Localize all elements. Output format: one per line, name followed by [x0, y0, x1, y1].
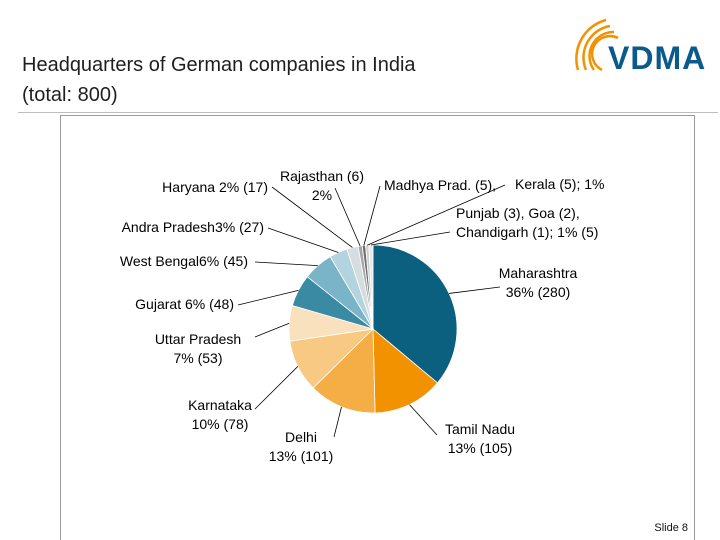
slice-label-punjab-goa-chandigarh: Punjab (3), Goa (2), Chandigarh (1); 1% (…	[456, 205, 598, 240]
leader-line-west-bengal	[254, 261, 318, 267]
leader-line-andra-pradesh	[267, 227, 339, 253]
leader-line-rajasthan	[334, 187, 361, 247]
leader-lines	[237, 184, 506, 438]
leader-line-karnataka	[254, 366, 299, 410]
slice-label-karnataka: Karnataka 10% (78)	[188, 397, 252, 432]
slice-label-line: Uttar Pradesh	[155, 331, 241, 347]
pie-slice-delhi	[312, 328, 376, 414]
pie-slice-maharashtra	[372, 244, 458, 384]
slice-label-line: 7% (53)	[173, 350, 222, 366]
slice-label-madhya-prad: Madhya Prad. (5),	[384, 177, 496, 193]
slice-label-line: Tamil Nadu	[445, 421, 515, 437]
slice-label-rajasthan: Rajasthan (6) 2%	[280, 168, 364, 203]
slice-label-line: Delhi	[285, 429, 317, 445]
slice-label-maharashtra: Maharashtra 36% (280)	[499, 265, 578, 300]
slice-label-line: Maharashtra	[499, 265, 578, 281]
leader-line-delhi	[333, 406, 342, 438]
slice-label-kerala: Kerala (5); 1%	[515, 176, 604, 192]
leader-line-madhya-prad	[363, 185, 381, 246]
slice-label-delhi: Delhi 13% (101)	[269, 429, 334, 464]
vdma-logo-text: VDMA	[608, 40, 707, 76]
leader-line-gujarat	[237, 289, 299, 306]
slice-label-haryana: Haryana 2% (17)	[162, 179, 268, 195]
logo-arc-1	[575, 18, 607, 71]
pie-slices	[288, 244, 458, 414]
slice-label-line: 13% (101)	[269, 448, 334, 464]
slice-label-line: 2%	[312, 187, 332, 203]
leader-line-kerala	[367, 184, 506, 246]
slice-label-line: Haryana 2% (17)	[162, 179, 268, 195]
slice-label-uttar-pradesh: Uttar Pradesh 7% (53)	[155, 331, 241, 366]
slice-label-tamil-nadu: Tamil Nadu 13% (105)	[445, 421, 515, 456]
slice-labels: Maharashtra 36% (280) Tamil Nadu 13% (105) D…	[120, 168, 605, 464]
leader-line-punjab-goa-chandigarh	[370, 231, 451, 246]
leader-line-tamil-nadu	[409, 404, 438, 436]
pie-slice-tamil-nadu	[372, 328, 439, 414]
title-divider	[18, 112, 718, 113]
slice-label-line: Rajasthan (6)	[280, 168, 364, 184]
title-line-1: Headquarters of German companies in Indi…	[22, 54, 416, 76]
page-title: Headquarters of German companies in Indi…	[22, 50, 542, 110]
slice-label-line: Andra Pradesh3% (27)	[122, 219, 264, 235]
logo-arc-4	[590, 34, 619, 72]
slice-label-line: Kerala (5); 1%	[515, 176, 604, 192]
slice-label-line: Chandigarh (1); 1% (5)	[456, 224, 598, 240]
slice-label-line: 36% (280)	[506, 284, 571, 300]
chart-frame	[60, 115, 695, 540]
slice-label-gujarat: Gujarat 6% (48)	[135, 296, 234, 312]
slice-label-line: 13% (105)	[448, 440, 513, 456]
slide-number: Slide 8	[654, 522, 688, 534]
slice-label-line: West Bengal6% (45)	[120, 253, 248, 269]
leader-line-uttar-pradesh	[254, 322, 290, 338]
slice-label-line: Madhya Prad. (5),	[384, 177, 496, 193]
logo-arc-group	[575, 18, 619, 72]
logo-arc-2	[582, 24, 611, 71]
slice-label-line: Punjab (3), Goa (2),	[456, 205, 580, 221]
vdma-logo-arcs	[575, 18, 619, 72]
title-line-2: (total: 800)	[22, 84, 118, 106]
slice-label-line: Gujarat 6% (48)	[135, 296, 234, 312]
leader-line-maharashtra	[449, 286, 501, 294]
logo-arc-3	[588, 30, 615, 71]
slice-label-line: Karnataka	[188, 397, 252, 413]
slice-label-west-bengal: West Bengal6% (45)	[120, 253, 248, 269]
leader-line-haryana	[271, 186, 353, 248]
slice-label-line: 10% (78)	[192, 416, 249, 432]
slice-label-andra-pradesh: Andra Pradesh3% (27)	[122, 219, 264, 235]
